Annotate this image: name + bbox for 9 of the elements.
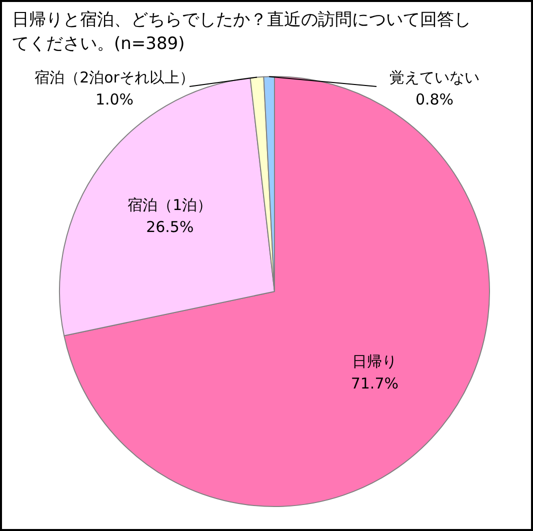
slice-label: 宿泊（1泊）	[128, 196, 212, 214]
data-label: 71.7%	[350, 374, 398, 393]
data-label: 1.0%	[95, 90, 134, 108]
slice-label: 宿泊（2泊orそれ以上）	[34, 68, 194, 86]
slice-label: 覚えていない	[390, 68, 480, 86]
data-label: 0.8%	[415, 90, 454, 108]
slice-label: 日帰り	[352, 352, 398, 371]
chart-title: 日帰りと宿泊、どちらでしたか？直近の訪問について回答してください。(n=389)	[12, 9, 472, 56]
data-label: 26.5%	[146, 218, 194, 236]
